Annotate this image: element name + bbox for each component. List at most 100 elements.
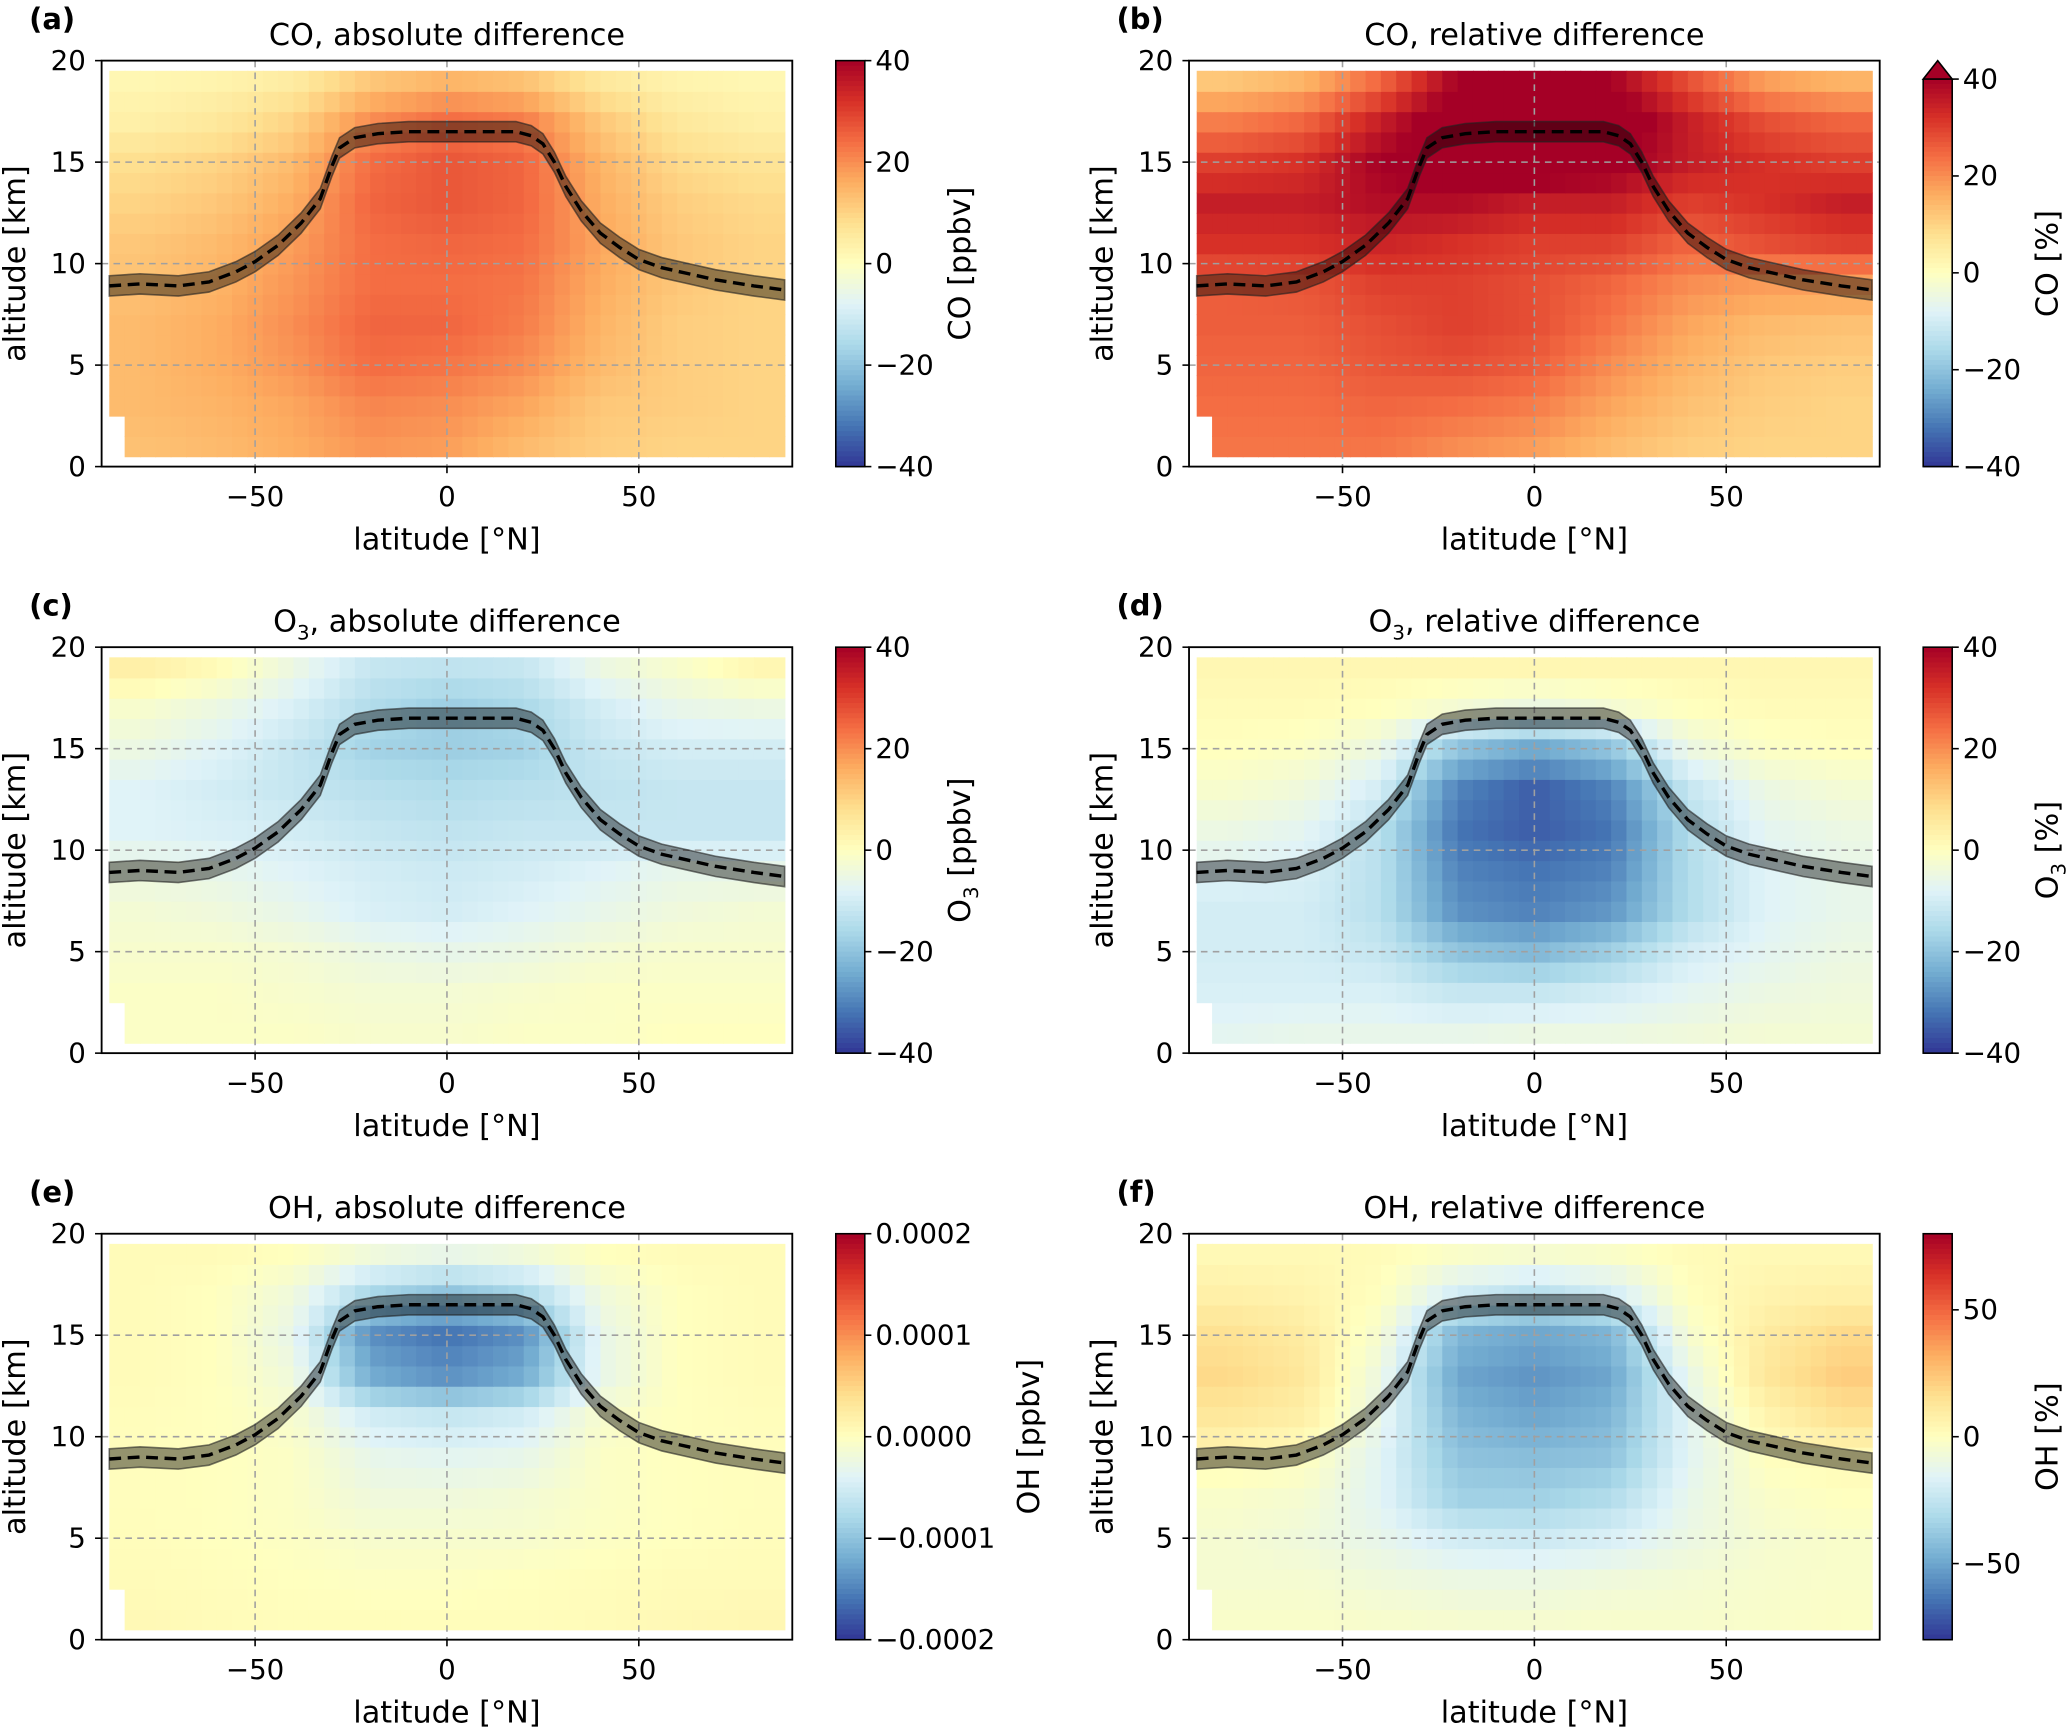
heatmap-cell [324,1284,341,1306]
heatmap-cell [569,880,586,902]
heatmap-cell [569,294,586,316]
heatmap-cell [1672,314,1689,336]
heatmap-cell [370,1264,387,1286]
heatmap-cell [753,900,771,922]
heatmap-cell [1227,1022,1244,1044]
heatmap-cell [1442,172,1459,194]
heatmap-cell [769,921,786,943]
panel-title: O3, absolute difference [273,604,621,644]
heatmap-cell [646,697,663,720]
y-tick-label: 15 [51,732,86,765]
heatmap-cell [707,738,725,760]
heatmap-cell [124,697,141,720]
heatmap-cell [1657,1022,1674,1044]
heatmap-cell [400,294,418,316]
heatmap-cell [646,294,663,316]
heatmap-cell [1488,1002,1505,1024]
heatmap-cell [293,941,310,963]
heatmap-cell [569,697,586,720]
heatmap-cell [1196,677,1213,699]
heatmap-cell [293,1507,310,1529]
heatmap-cell [707,354,725,377]
heatmap-cell [1411,436,1428,458]
heatmap-cell [569,415,586,437]
heatmap-cell [1365,273,1382,295]
heatmap-cell [1319,172,1336,194]
heatmap-cell [1426,961,1444,983]
heatmap-cell [1856,91,1873,113]
heatmap-cell [738,1609,755,1631]
colorbar-segment [835,875,865,882]
colorbar-segment [1923,941,1953,948]
heatmap-cell [707,697,725,720]
x-tick-label: −50 [1313,1067,1371,1100]
heatmap-cell [1779,1609,1797,1631]
heatmap-cell [308,819,325,841]
heatmap-cell [109,982,126,1004]
heatmap-cell [1365,1022,1382,1044]
heatmap-cell [508,294,525,316]
heatmap-cell [1380,294,1398,316]
heatmap-cell [139,921,157,943]
heatmap-cell [1258,233,1275,255]
heatmap-cell [1795,233,1812,255]
heatmap-cell [232,799,249,821]
heatmap-cell [1749,91,1766,113]
heatmap-cell [339,941,356,963]
heatmap-cell [1580,314,1597,336]
heatmap-cell [446,212,464,234]
heatmap-cell [508,375,525,397]
heatmap-cell [707,677,725,699]
heatmap-cell [1273,758,1290,780]
heatmap-cell [753,91,771,113]
heatmap-cell [738,131,755,153]
heatmap-cell [1687,1609,1704,1631]
heatmap-cell [508,1365,525,1387]
heatmap-cell [1242,1609,1259,1631]
colorbar-tick-label: 0 [1963,833,1981,866]
heatmap-cell [1258,436,1275,458]
heatmap-cell [1733,677,1751,699]
heatmap-cell [1227,961,1244,983]
colorbar-segment [835,809,865,816]
title-species: O [1369,604,1393,639]
heatmap-cell [1595,1609,1612,1631]
heatmap-cell [1825,880,1843,902]
colorbar-segment [835,784,865,791]
heatmap-cell [1488,212,1505,234]
heatmap-cell [1764,131,1781,153]
heatmap-cell [769,111,786,133]
heatmap-cell [308,982,325,1004]
heatmap-cell [1350,657,1367,679]
heatmap-cell [585,1243,602,1265]
heatmap-cell [308,1243,325,1265]
heatmap-cell [753,961,771,983]
heatmap-cell [1457,921,1474,943]
heatmap-cell [186,294,203,316]
heatmap-cell [1641,354,1658,377]
heatmap-cell [753,253,771,275]
colorbar-segment [835,1314,865,1321]
heatmap-cell [508,212,525,234]
heatmap-cell [1273,354,1290,377]
heatmap-cell [1825,718,1843,740]
heatmap-cell [523,799,540,821]
colorbar-segment [835,420,865,427]
heatmap-cell [1672,718,1689,740]
heatmap-cell [539,1365,556,1387]
heatmap-cell [738,1365,755,1387]
heatmap-cell [216,900,233,922]
heatmap-cell [1304,131,1321,153]
heatmap-cell [1242,415,1259,437]
heatmap-cell [554,1385,571,1408]
heatmap-cell [170,1022,187,1044]
heatmap-cell [707,982,725,1004]
heatmap-cell [646,961,663,983]
heatmap-cell [1365,880,1382,902]
heatmap-cell [1718,294,1735,316]
heatmap-cell [723,779,740,801]
heatmap-cell [707,779,725,801]
colorbar-segment [1923,369,1953,376]
heatmap-cell [247,1528,264,1550]
heatmap-cell [1795,697,1812,720]
